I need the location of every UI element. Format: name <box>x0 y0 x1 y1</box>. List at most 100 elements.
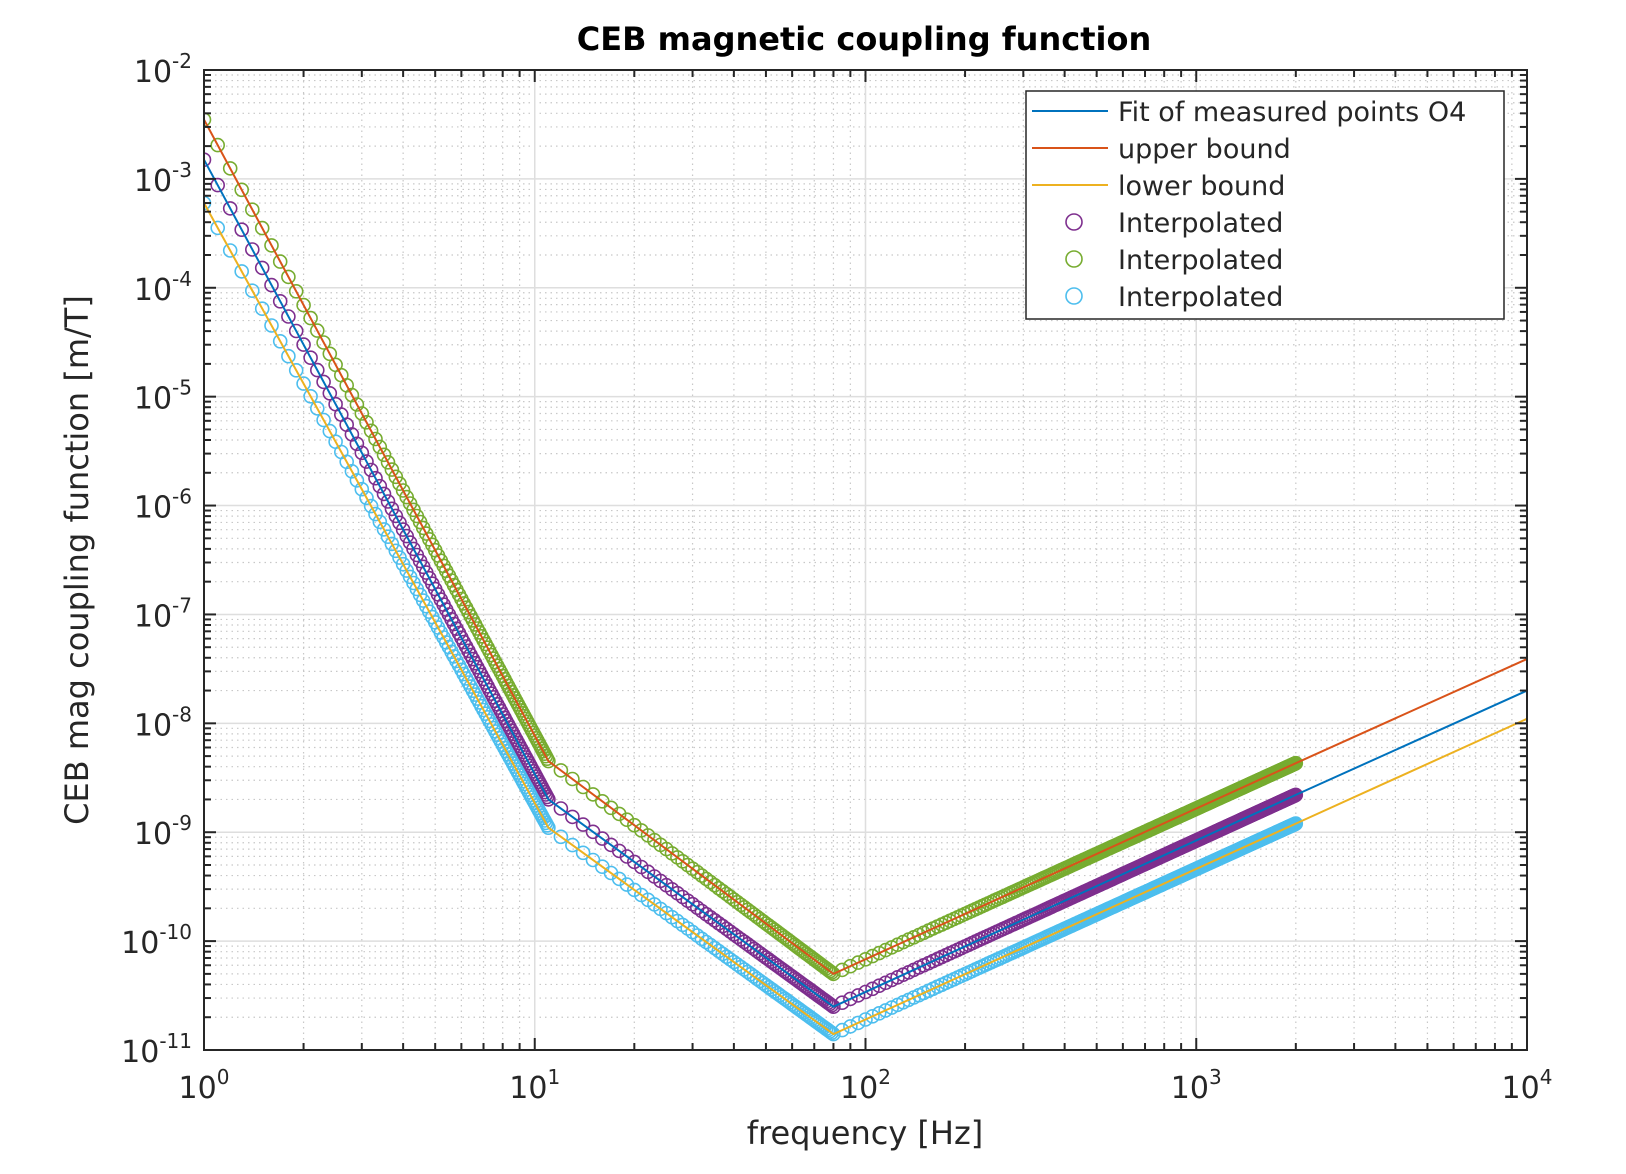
interpolated-marker <box>303 310 318 326</box>
interpolated-marker <box>234 222 249 237</box>
interpolated-marker <box>210 177 225 193</box>
interpolated-marker <box>376 522 392 537</box>
interpolated-marker <box>281 269 296 285</box>
legend-marker-swatch <box>1065 250 1083 268</box>
x-tick-label: 101 <box>509 1065 560 1106</box>
y-tick-label: 10-9 <box>134 811 192 852</box>
interpolated-marker <box>565 771 580 787</box>
interpolated-marker <box>204 112 212 127</box>
interpolated-marker <box>288 323 304 339</box>
interpolated-marker <box>264 318 279 333</box>
interpolated-marker <box>719 949 734 965</box>
legend-label: Interpolated <box>1118 208 1283 239</box>
interpolated-marker <box>388 469 404 485</box>
interpolated-marker <box>316 335 331 350</box>
interpolated-marker <box>843 958 858 974</box>
interpolated-marker <box>245 283 260 299</box>
y-tick-label: 10-6 <box>134 485 192 526</box>
interpolated-marker <box>245 242 260 257</box>
x-tick-label: 104 <box>1502 1065 1553 1106</box>
interpolated-marker <box>254 220 270 236</box>
interpolated-marker <box>1288 755 1304 771</box>
interpolated-marker <box>850 988 866 1003</box>
y-tick-label: 10-4 <box>134 267 192 308</box>
interpolated-marker <box>392 515 407 531</box>
interpolated-marker <box>685 861 700 877</box>
interpolated-marker <box>779 965 795 981</box>
legend-marker-swatch <box>1065 287 1083 305</box>
interpolated-marker <box>777 991 793 1007</box>
series-line-lower-bound <box>204 202 1527 1036</box>
interpolated-marker <box>1288 787 1304 803</box>
interpolated-marker <box>281 309 296 324</box>
interpolated-marker <box>384 501 400 517</box>
x-axis: 100 101 102 103 104 <box>179 70 1553 1106</box>
interpolated-marker <box>363 423 379 439</box>
series-4-markers <box>204 112 1304 982</box>
interpolated-marker <box>354 481 370 497</box>
interpolated-marker <box>565 809 580 825</box>
interpolated-marker <box>843 1019 858 1034</box>
interpolated-marker <box>553 801 569 816</box>
interpolated-marker <box>222 243 238 258</box>
interpolated-marker <box>388 543 404 559</box>
interpolated-marker <box>349 397 365 412</box>
interpolated-marker <box>254 260 270 276</box>
series-line-upper-bound <box>204 119 1527 976</box>
legend-item: Interpolated <box>1065 282 1283 313</box>
interpolated-marker <box>777 963 793 979</box>
interpolated-marker <box>384 536 400 552</box>
interpolated-marker <box>680 921 696 936</box>
interpolated-marker <box>272 293 288 309</box>
legend: Fit of measured points O4 upper bound lowe… <box>1025 90 1505 320</box>
interpolated-marker <box>363 498 379 514</box>
interpolated-marker <box>575 845 591 861</box>
interpolated-marker <box>245 202 260 217</box>
interpolated-marker <box>834 1022 850 1038</box>
interpolated-marker <box>322 346 338 362</box>
interpolated-marker <box>619 877 635 892</box>
interpolated-marker <box>722 952 738 967</box>
x-tick-label: 103 <box>1171 1065 1222 1106</box>
interpolated-marker <box>553 763 569 778</box>
interpolated-marker <box>359 490 374 506</box>
y-axis: 10-2 10-3 10-4 10-5 10-6 10-7 10-8 10-9 10-10 10-… <box>121 49 1527 1070</box>
interpolated-marker <box>384 462 400 477</box>
interpolated-marker <box>349 473 365 488</box>
interpolated-marker <box>565 837 580 853</box>
legend-item: lower bound <box>1032 171 1285 202</box>
y-tick-label: 10-3 <box>134 158 192 199</box>
interpolated-marker <box>359 414 374 430</box>
interpolated-marker <box>865 948 880 964</box>
interpolated-marker <box>296 376 311 391</box>
legend-label: Interpolated <box>1118 282 1283 313</box>
interpolated-marker <box>541 820 556 836</box>
interpolated-marker <box>575 817 591 832</box>
legend-item: Fit of measured points O4 <box>1032 97 1466 128</box>
interpolated-marker <box>541 753 556 769</box>
x-axis-label: frequency [Hz] <box>747 1114 984 1152</box>
interpolated-marker <box>296 337 311 352</box>
interpolated-marker <box>715 918 731 934</box>
interpolated-marker <box>826 966 841 982</box>
interpolated-marker <box>222 201 238 216</box>
interpolated-marker <box>871 978 887 994</box>
x-tick-label: 100 <box>179 1065 230 1106</box>
interpolated-marker <box>834 995 850 1011</box>
interpolated-marker <box>281 348 296 364</box>
interpolated-marker <box>372 478 388 494</box>
interpolated-marker <box>316 374 331 390</box>
interpolated-marker <box>871 1005 887 1021</box>
interpolated-marker <box>850 955 866 970</box>
y-tick-label: 10-2 <box>134 49 192 90</box>
interpolated-marker <box>359 454 374 469</box>
y-tick-label: 10-11 <box>121 1029 192 1070</box>
interpolated-marker <box>296 297 311 313</box>
interpolated-marker <box>376 447 392 463</box>
interpolated-marker <box>272 333 288 349</box>
interpolated-marker <box>834 962 850 978</box>
interpolated-marker <box>553 829 569 845</box>
interpolated-marker <box>210 137 225 153</box>
interpolated-marker <box>344 463 360 479</box>
chart-title: CEB magnetic coupling function <box>577 20 1151 58</box>
